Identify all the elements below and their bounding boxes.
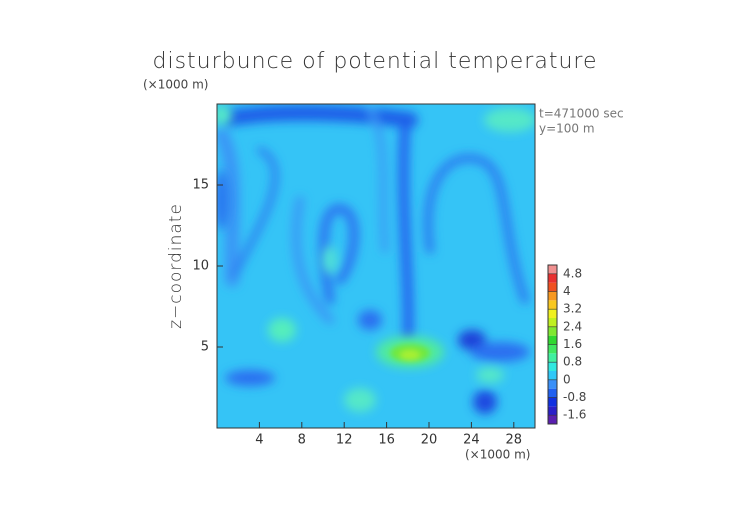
colorbar-band [548,379,557,389]
x-tick-label: 28 [506,433,523,448]
colorbar-band [548,371,557,380]
colorbar-band [548,344,557,354]
annotation: y=100 m [539,122,595,136]
y-unit: (×1000 m) [143,78,208,92]
x-tick-label: 4 [255,433,263,448]
x-tick-label: 24 [463,433,480,448]
annotation: t=471000 sec [539,107,624,121]
colorbar-label: 0.8 [563,355,582,369]
colorbar-band [548,335,557,345]
colorbar-label: -0.8 [563,390,586,404]
colorbar-band [548,406,557,416]
y-tick-label: 5 [201,340,209,355]
field [217,104,535,428]
x-unit: (×1000 m) [465,448,530,462]
x-tick-label: 8 [298,433,306,448]
colorbar-label: 1.6 [563,337,582,351]
colorbar-band [548,318,557,327]
colorbar-band [548,291,557,301]
colorbar-label: 4 [563,284,571,298]
colorbar-band [548,265,557,274]
x-tick-label: 20 [421,433,438,448]
colorbar-band [548,362,557,371]
colorbar-label: 3.2 [563,302,582,316]
y-axis-label: z−coordinate [166,203,186,329]
colorbar-band [548,309,557,318]
colorbar-band [548,273,557,283]
colorbar-band [548,282,557,292]
colorbar-label: 4.8 [563,266,582,280]
y-tick-label: 15 [192,178,209,193]
colorbar-band [548,326,557,336]
colorbar-label: 0 [563,372,571,386]
colorbar-band [548,353,557,363]
x-tick-label: 16 [378,433,395,448]
y-tick-label: 10 [192,259,209,274]
colorbar-band [548,415,557,424]
chart-title: disturbunce of potential temperature [153,49,598,74]
colorbar-band [548,397,557,407]
x-tick-label: 12 [336,433,353,448]
colorbar-label: -1.6 [563,408,586,422]
colorbar-band [548,388,557,398]
colorbar-label: 2.4 [563,319,582,333]
colorbar-band [548,300,557,310]
